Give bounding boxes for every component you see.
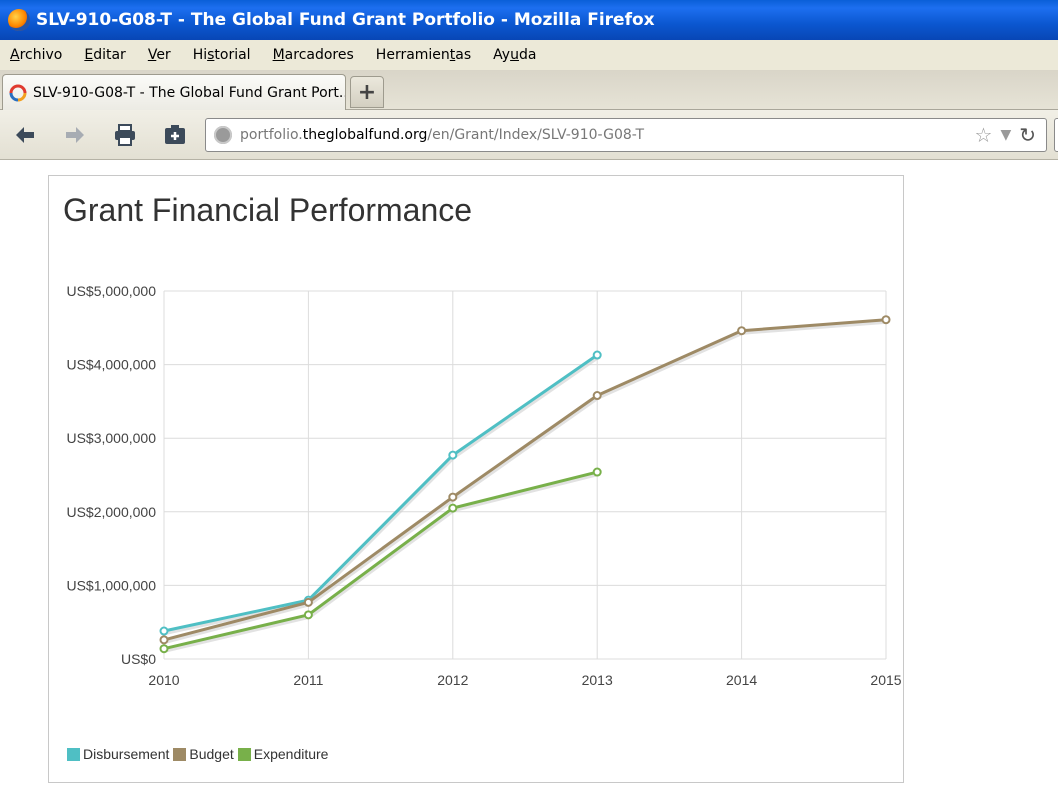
data-point-budget	[448, 492, 458, 502]
x-tick-label: 2010	[148, 672, 179, 688]
menu-item-historial[interactable]: Historial	[192, 47, 251, 63]
new-tab-button[interactable]: +	[350, 76, 384, 108]
legend-item-expenditure[interactable]: Expenditure	[237, 746, 329, 762]
globe-icon	[214, 126, 232, 144]
page-content: Grant Financial Performance US$0 US$1,000…	[0, 161, 1058, 793]
tab-label: SLV-910-G08-T - The Global Fund Grant Po…	[33, 84, 346, 101]
window-titlebar: SLV-910-G08-T - The Global Fund Grant Po…	[0, 0, 1058, 40]
x-tick-label: 2013	[582, 672, 613, 688]
data-point-budget	[592, 391, 602, 401]
menu-item-ver[interactable]: Ver	[147, 47, 171, 63]
url-actions: ☆ ▼ ↻	[975, 123, 1036, 147]
chart-container: Grant Financial Performance US$0 US$1,000…	[48, 175, 904, 783]
x-tick-label: 2011	[293, 672, 323, 688]
legend-label: Disbursement	[83, 746, 170, 762]
data-point-expenditure	[592, 467, 602, 477]
legend-swatch	[173, 747, 187, 761]
data-point-budget	[737, 326, 747, 336]
reload-icon[interactable]: ↻	[1019, 123, 1036, 147]
series-shadow	[164, 355, 600, 635]
star-icon[interactable]: ☆	[974, 123, 993, 147]
chart-legend: Disbursement Budget Expenditure	[67, 746, 332, 762]
addon-icon[interactable]	[160, 120, 190, 150]
menu-bar: Archivo Editar Ver Historial Marcadores Herra…	[0, 40, 1058, 70]
url-prefix: portfolio.	[240, 127, 303, 143]
x-tick-label: 2014	[726, 672, 757, 688]
firefox-logo-icon	[8, 9, 30, 31]
data-point-expenditure	[159, 644, 169, 654]
data-point-expenditure	[448, 503, 458, 513]
tab-active[interactable]: SLV-910-G08-T - The Global Fund Grant Po…	[2, 74, 346, 110]
data-point-budget	[881, 315, 891, 325]
series-line-budget	[163, 318, 887, 642]
data-point-budget	[303, 597, 313, 607]
y-tick-label: US$1,000,000	[66, 577, 156, 593]
menu-item-archivo[interactable]: Archivo	[10, 47, 63, 63]
legend-label: Expenditure	[253, 746, 329, 762]
y-tick-label: US$0	[121, 651, 156, 667]
printer-icon[interactable]	[110, 120, 140, 150]
menu-item-editar[interactable]: Editar	[84, 47, 126, 63]
menu-item-marcadores[interactable]: Marcadores	[272, 47, 354, 63]
data-point-disbursement	[448, 450, 458, 460]
legend-item-disbursement[interactable]: Disbursement	[67, 746, 169, 762]
legend-label: Budget	[189, 746, 234, 762]
menu-item-herramientas[interactable]: Herramientas	[375, 47, 472, 63]
global-fund-favicon-icon	[9, 84, 27, 102]
series-line-disbursement	[163, 353, 599, 633]
x-tick-label: 2012	[437, 672, 468, 688]
chevron-down-icon[interactable]: ▼	[1000, 127, 1012, 143]
url-path: /en/Grant/Index/SLV-910-G08-T	[427, 127, 645, 143]
chart-title: Grant Financial Performance	[63, 192, 473, 228]
series-line-expenditure	[163, 470, 598, 651]
legend-item-budget[interactable]: Budget	[173, 746, 234, 762]
back-arrow-icon[interactable]	[10, 120, 40, 150]
url-host: theglobalfund.org	[302, 127, 428, 143]
y-tick-label: US$5,000,000	[66, 283, 156, 299]
series-shadow	[164, 472, 599, 653]
data-point-disbursement	[592, 350, 602, 360]
data-point-expenditure	[303, 610, 313, 620]
forward-arrow-icon[interactable]	[60, 120, 90, 150]
y-tick-label: US$3,000,000	[66, 430, 156, 446]
tab-strip: SLV-910-G08-T - The Global Fund Grant Po…	[0, 70, 1058, 110]
search-bar-edge[interactable]	[1054, 118, 1058, 152]
line-chart: US$0 US$1,000,000 US$2,000,000 US$3,000,000…	[66, 283, 901, 688]
x-tick-label: 2015	[870, 672, 901, 688]
data-point-disbursement	[159, 626, 169, 636]
y-tick-label: US$4,000,000	[66, 357, 156, 373]
legend-swatch	[237, 747, 251, 761]
menu-item-ayuda[interactable]: Ayuda	[493, 47, 537, 63]
legend-swatch	[67, 747, 80, 761]
y-tick-label: US$2,000,000	[66, 504, 156, 520]
url-bar[interactable]: portfolio. theglobalfund.org/en/Grant/Ind…	[205, 118, 1047, 152]
window-title: SLV-910-G08-T - The Global Fund Grant Po…	[36, 10, 655, 30]
data-point-budget	[159, 635, 169, 645]
series-shadow	[164, 319, 888, 644]
